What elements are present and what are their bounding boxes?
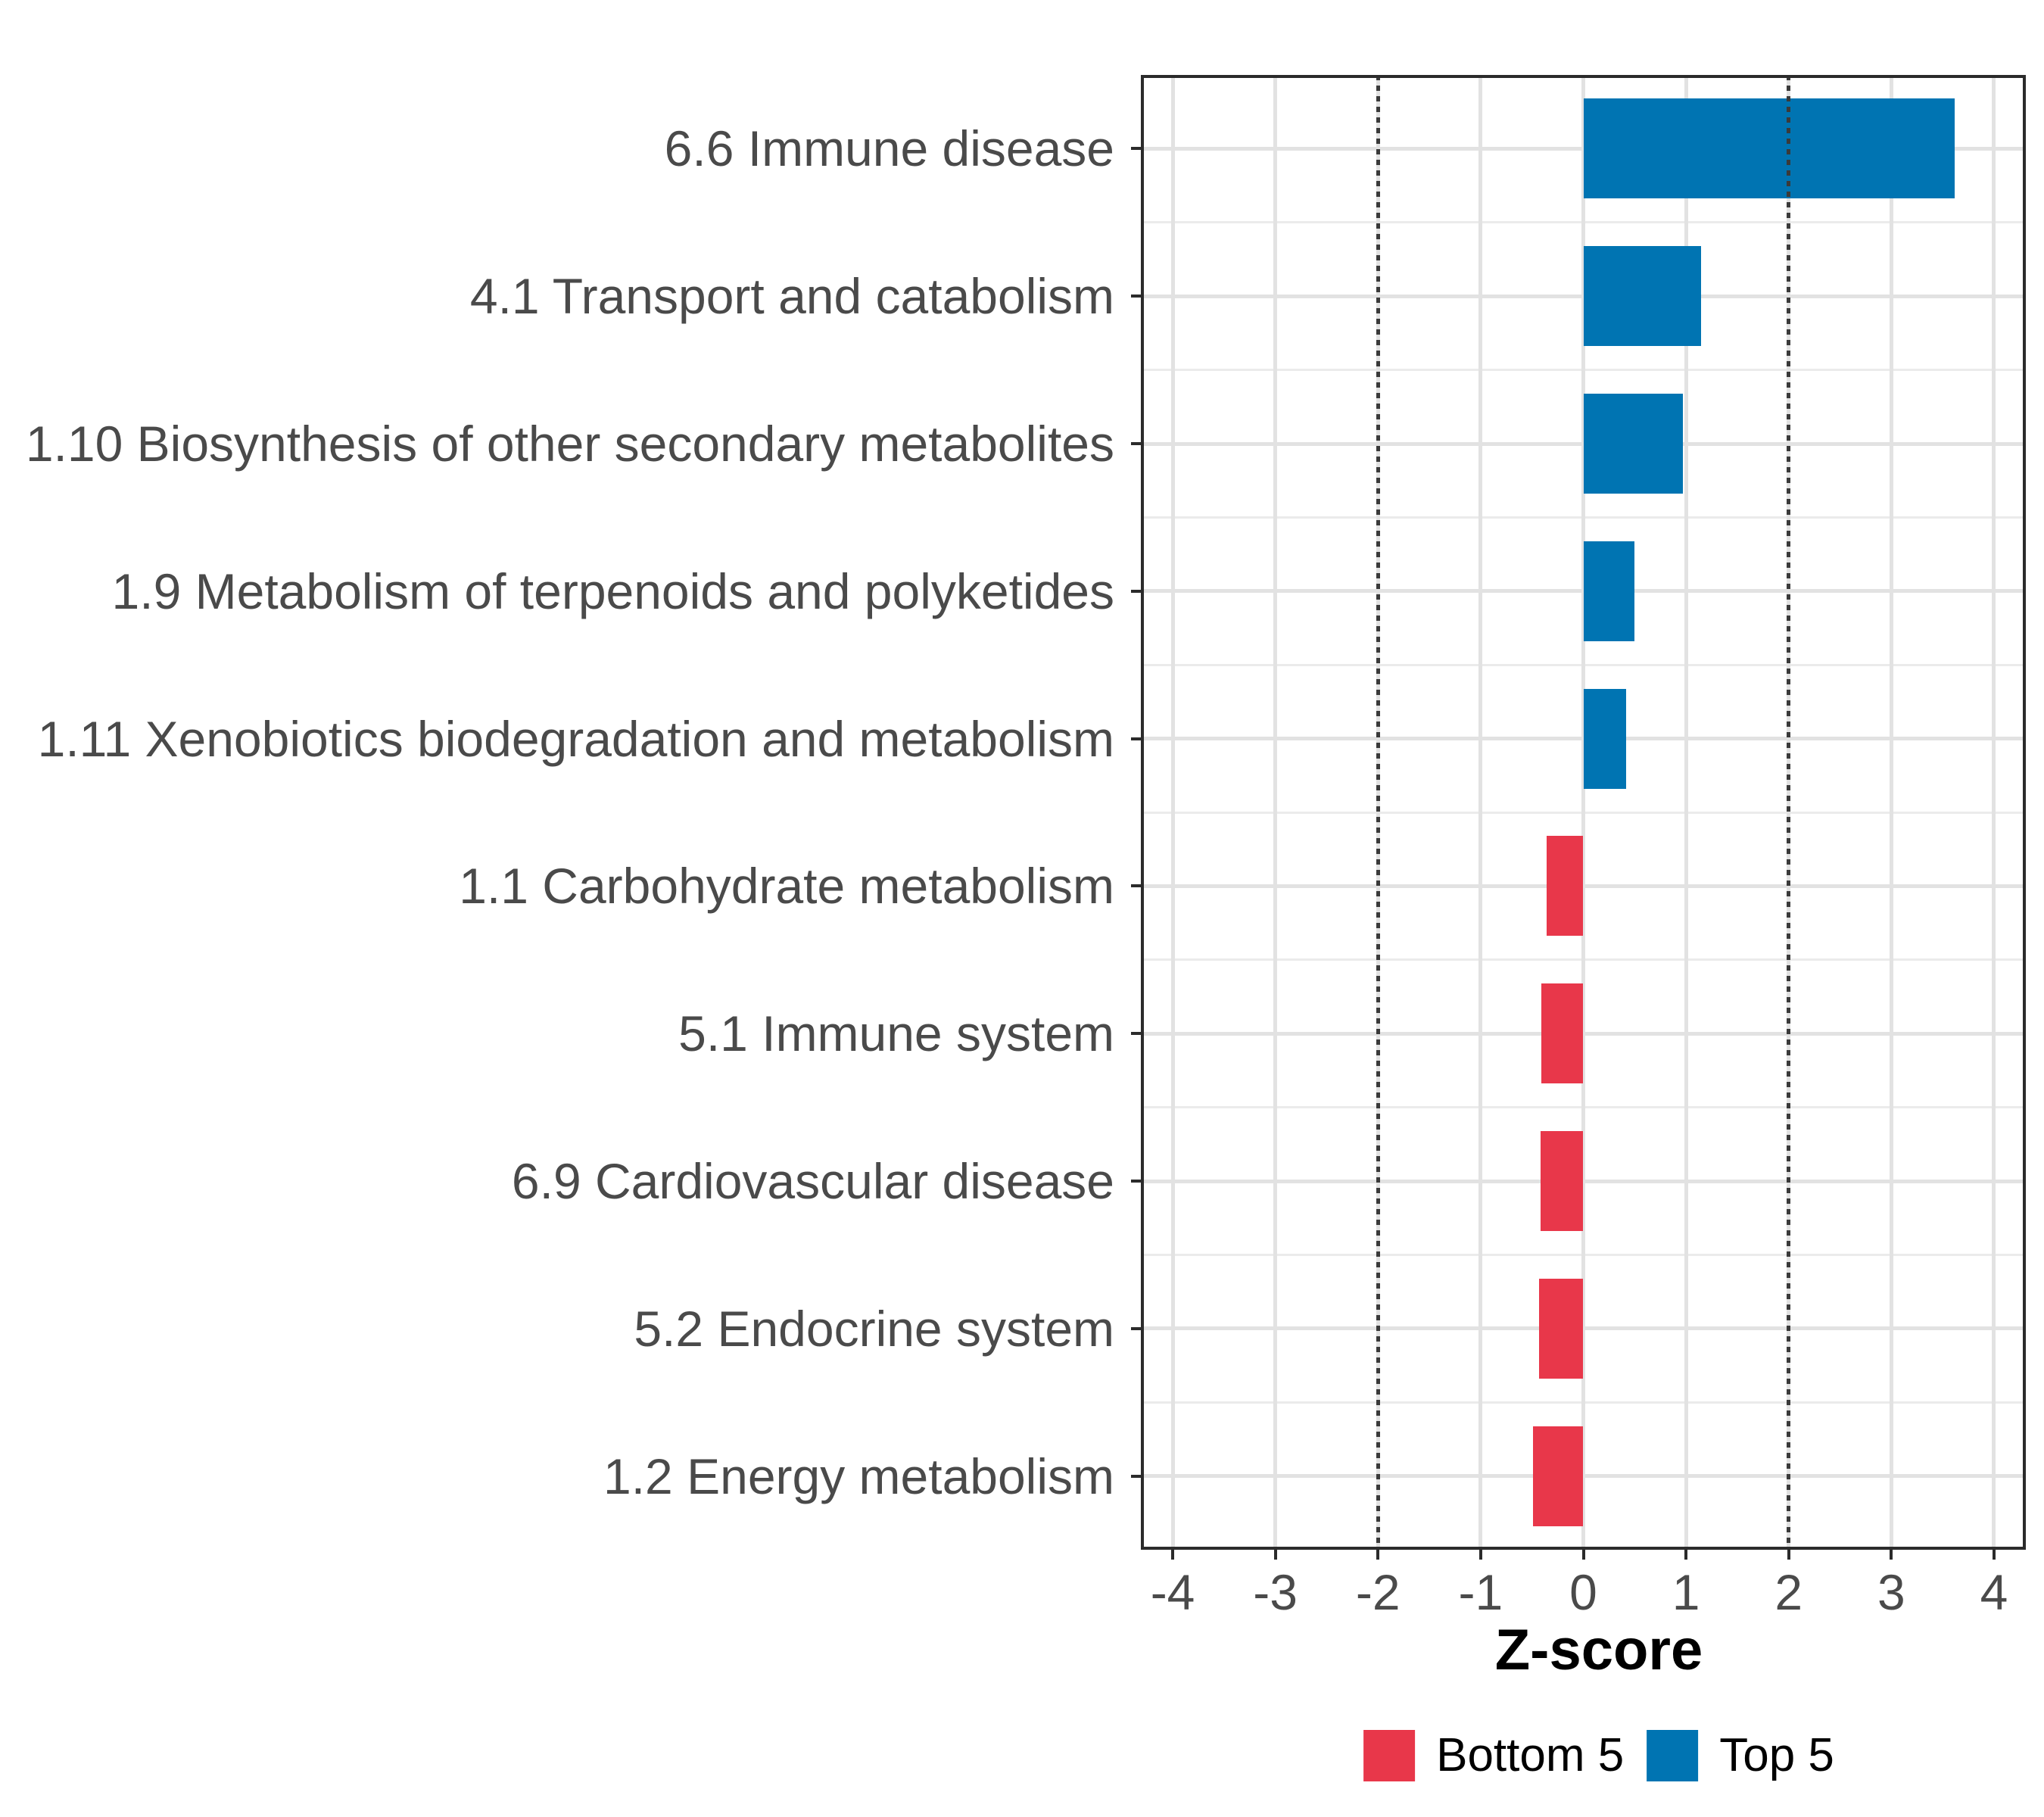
x-tick-mark <box>1376 1550 1380 1560</box>
gridline-vertical-major <box>1273 75 1278 1550</box>
x-tick-mark <box>1992 1550 1996 1560</box>
reference-line <box>1787 75 1791 1550</box>
bar <box>1583 688 1627 789</box>
x-tick-mark <box>1478 1550 1482 1560</box>
y-axis-label: 5.2 Endocrine system <box>634 1300 1114 1357</box>
x-tick-mark <box>1890 1550 1893 1560</box>
legend-swatch-bottom5 <box>1363 1730 1416 1781</box>
bar <box>1539 1278 1584 1379</box>
x-tick-label: -3 <box>1253 1564 1298 1620</box>
y-tick-mark <box>1131 1032 1141 1036</box>
bar <box>1533 1426 1584 1526</box>
y-axis-label: 4.1 Transport and catabolism <box>469 268 1114 325</box>
y-axis-label: 6.9 Cardiovascular disease <box>511 1153 1114 1209</box>
gridline-vertical-major <box>1170 75 1175 1550</box>
y-axis-label: 5.1 Immune system <box>678 1005 1114 1062</box>
bar <box>1583 246 1702 347</box>
bar <box>1583 394 1684 494</box>
gridline-vertical-major <box>1889 75 1893 1550</box>
gridline-vertical-major <box>1478 75 1483 1550</box>
y-axis-label: 1.10 Biosynthesis of other secondary met… <box>25 416 1114 472</box>
y-axis-label: 1.1 Carbohydrate metabolism <box>459 858 1114 915</box>
x-tick-label: 0 <box>1569 1564 1597 1620</box>
legend-label-top5: Top 5 <box>1719 1729 1834 1781</box>
y-tick-mark <box>1131 884 1141 888</box>
x-tick-mark <box>1171 1550 1175 1560</box>
bar <box>1541 983 1584 1084</box>
y-axis-label: 6.6 Immune disease <box>664 120 1114 177</box>
y-tick-mark <box>1131 442 1141 445</box>
legend: Bottom 5 Top 5 <box>1363 1730 1834 1781</box>
x-tick-label: 1 <box>1672 1564 1700 1620</box>
x-axis-title: Z-score <box>1494 1618 1703 1682</box>
y-tick-mark <box>1131 295 1141 298</box>
legend-swatch-top5 <box>1647 1730 1699 1781</box>
x-tick-mark <box>1787 1550 1790 1560</box>
x-tick-mark <box>1273 1550 1277 1560</box>
y-tick-mark <box>1131 737 1141 740</box>
legend-label-bottom5: Bottom 5 <box>1436 1729 1625 1781</box>
x-tick-mark <box>1684 1550 1688 1560</box>
x-tick-mark <box>1581 1550 1585 1560</box>
x-tick-label: -2 <box>1355 1564 1401 1620</box>
gridline-vertical-major <box>1684 75 1688 1550</box>
y-tick-mark <box>1131 1180 1141 1183</box>
reference-line <box>1376 75 1380 1550</box>
y-axis-label: 1.11 Xenobiotics biodegradation and meta… <box>37 710 1114 767</box>
x-tick-label: -4 <box>1150 1564 1195 1620</box>
x-tick-label: 4 <box>1980 1564 2008 1620</box>
y-tick-mark <box>1131 589 1141 593</box>
gridline-vertical-major <box>1581 75 1585 1550</box>
x-tick-label: 3 <box>1877 1564 1905 1620</box>
legend-item-bottom5: Bottom 5 <box>1363 1730 1624 1781</box>
bar <box>1583 98 1955 199</box>
x-tick-label: -1 <box>1458 1564 1503 1620</box>
y-tick-mark <box>1131 147 1141 151</box>
bar <box>1546 836 1584 937</box>
gridline-vertical-major <box>1992 75 1996 1550</box>
legend-item-top5: Top 5 <box>1647 1730 1834 1781</box>
y-tick-mark <box>1131 1474 1141 1478</box>
y-axis-label: 1.9 Metabolism of terpenoids and polyket… <box>111 563 1114 619</box>
y-tick-mark <box>1131 1326 1141 1330</box>
y-axis-label: 1.2 Energy metabolism <box>603 1448 1114 1504</box>
bar <box>1540 1131 1584 1231</box>
x-tick-label: 2 <box>1774 1564 1803 1620</box>
bar <box>1583 541 1635 641</box>
plot-panel <box>1141 75 2026 1550</box>
